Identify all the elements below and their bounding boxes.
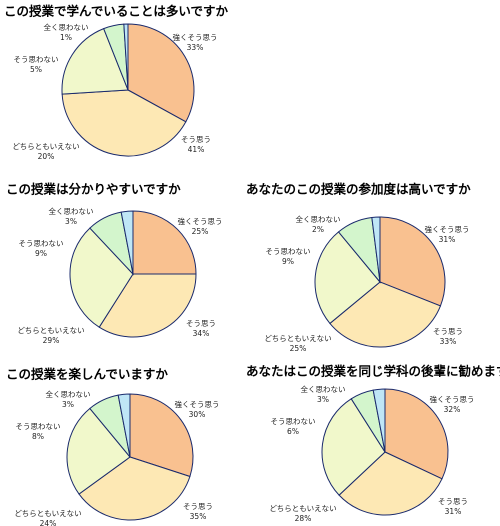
slice-label: どちらともいえない — [12, 142, 79, 151]
slice-value-label: 20% — [38, 152, 55, 161]
chart-title: この授業で学んでいることは多いですか — [4, 4, 229, 19]
slice-label: どちらともいえない — [269, 504, 336, 513]
slice-label: 全く思わない — [46, 389, 91, 399]
slice-value-label: 9% — [282, 257, 294, 266]
slice-label: そう思う — [186, 319, 216, 328]
slice-label: 全く思わない — [49, 206, 94, 216]
slice-label: 強くそう思う — [175, 399, 220, 409]
slice-value-label: 25% — [192, 227, 209, 236]
slice-label: どちらともいえない — [14, 509, 81, 518]
slice-label: そう思わない — [266, 247, 311, 256]
pie-slice — [123, 23, 129, 91]
slice-label: 強くそう思う — [173, 32, 218, 42]
pie-slice — [69, 227, 134, 328]
slice-label: そう思う — [433, 327, 463, 336]
slice-value-label: 3% — [317, 395, 329, 404]
pie-slice — [372, 388, 386, 453]
slice-value-label: 6% — [287, 427, 299, 436]
slice-label: 強くそう思う — [425, 224, 470, 234]
pie-slice — [78, 456, 191, 521]
slice-value-label: 33% — [440, 337, 457, 346]
slice-value-label: 3% — [65, 217, 77, 226]
slice-value-label: 31% — [439, 235, 456, 244]
pie-slice — [338, 451, 443, 516]
slice-label: そう思わない — [16, 422, 61, 431]
pie-slice — [379, 216, 446, 307]
slice-value-label: 33% — [187, 43, 204, 52]
slice-value-label: 2% — [312, 225, 324, 234]
chart-title: あなたのこの授業の参加度は高いですか — [246, 182, 471, 197]
slice-value-label: 25% — [290, 344, 307, 353]
slice-value-label: 31% — [445, 507, 462, 516]
slice-label: そう思う — [181, 135, 211, 144]
slice-label: そう思わない — [271, 417, 316, 426]
pie-slice — [371, 216, 381, 283]
pie-slice — [61, 89, 187, 157]
slice-value-label: 28% — [295, 514, 312, 523]
slice-label: 全く思わない — [44, 22, 89, 32]
slice-label: そう思わない — [19, 239, 64, 248]
slice-label: 強くそう思う — [430, 394, 475, 404]
slice-value-label: 30% — [189, 410, 206, 419]
slice-label: 全く思わない — [301, 384, 346, 394]
slice-value-label: 9% — [35, 249, 47, 258]
pie-slice — [129, 393, 194, 478]
slice-label: そう思う — [183, 502, 213, 511]
pie-slice — [384, 388, 449, 480]
slice-label: どちらともいえない — [17, 326, 84, 335]
slice-value-label: 32% — [444, 405, 461, 414]
pie-slice — [117, 393, 131, 458]
pie-slice — [321, 398, 386, 496]
slice-label: 全く思わない — [296, 214, 341, 224]
slice-label: そう思う — [438, 497, 468, 506]
slice-value-label: 41% — [188, 145, 205, 154]
pie-slice — [120, 210, 134, 275]
pie-slice — [329, 281, 442, 348]
pie-slice — [314, 231, 381, 325]
slice-value-label: 3% — [62, 400, 74, 409]
slice-value-label: 35% — [190, 512, 207, 521]
chart-title: この授業を楽しんでいますか — [6, 367, 168, 382]
chart-title: この授業は分かりやすいですか — [6, 182, 181, 197]
slice-label: 強くそう思う — [178, 216, 223, 226]
pie-slice — [132, 210, 197, 275]
slice-value-label: 34% — [193, 329, 210, 338]
slice-value-label: 29% — [43, 336, 60, 345]
pie-slice — [61, 27, 129, 95]
slice-label: そう思わない — [14, 55, 59, 64]
slice-value-label: 8% — [32, 432, 44, 441]
pie-slice — [127, 23, 195, 123]
chart-title: あなたはこの授業を同じ学科の後輩に勧めますか — [246, 364, 500, 379]
slice-label: どちらともいえない — [264, 334, 331, 343]
slice-value-label: 5% — [30, 65, 42, 74]
slice-value-label: 24% — [40, 519, 57, 526]
pie-slice — [66, 407, 131, 495]
slice-value-label: 1% — [60, 33, 72, 42]
